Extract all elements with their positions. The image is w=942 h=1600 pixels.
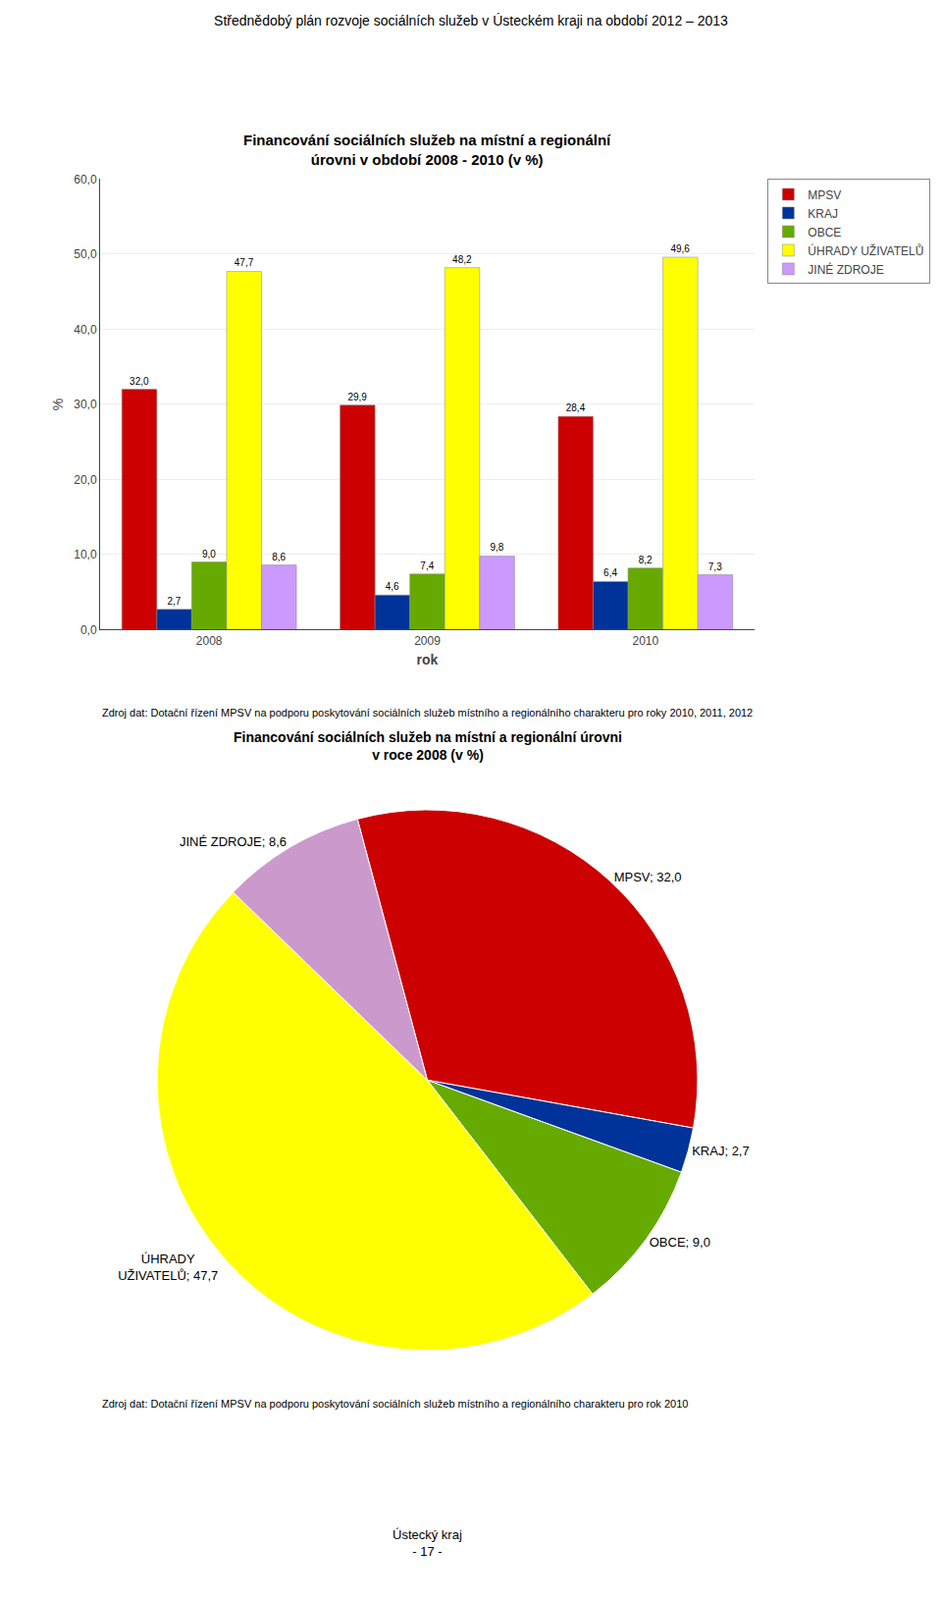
svg-text:30,0: 30,0 [73,397,98,412]
svg-text:KRAJ; 2,7: KRAJ; 2,7 [691,1143,750,1158]
svg-text:Střednědobý plán rozvoje sociá: Střednědobý plán rozvoje sociálních služ… [213,12,729,29]
svg-text:Financování sociálních služeb: Financování sociálních služeb na místní … [243,131,612,168]
svg-text:MPSV: MPSV [807,188,841,203]
svg-text:8,6: 8,6 [271,551,286,563]
svg-text:20,0: 20,0 [73,472,98,487]
svg-text:ÚHRADYUŽIVATELŮ; 47,7: ÚHRADYUŽIVATELŮ; 47,7 [117,1251,218,1283]
svg-text:2010: 2010 [631,633,659,648]
svg-text:2009: 2009 [414,633,441,648]
svg-text:60,0: 60,0 [73,172,98,187]
svg-text:JINÉ ZDROJE; 8,6: JINÉ ZDROJE; 8,6 [179,834,287,849]
svg-text:MPSV; 32,0: MPSV; 32,0 [614,869,682,885]
svg-text:9,8: 9,8 [489,541,504,553]
svg-text:Zdroj dat: Dotační řízení MPSV: Zdroj dat: Dotační řízení MPSV na podpor… [102,706,753,719]
svg-text:Ústecký kraj- 17 -: Ústecký kraj- 17 - [392,1526,463,1559]
svg-text:49,6: 49,6 [670,243,690,255]
svg-text:OBCE: OBCE [807,225,841,240]
svg-text:32,0: 32,0 [129,375,150,387]
svg-text:8,2: 8,2 [638,554,653,566]
svg-text:%: % [50,398,66,411]
svg-text:7,3: 7,3 [708,561,723,573]
svg-text:4,6: 4,6 [385,580,400,592]
svg-text:28,4: 28,4 [566,402,586,414]
svg-text:Zdroj dat: Dotační řízení MPSV: Zdroj dat: Dotační řízení MPSV na podpor… [102,1397,688,1410]
svg-text:50,0: 50,0 [73,247,98,262]
svg-text:JINÉ ZDROJE: JINÉ ZDROJE [807,261,884,277]
svg-text:47,7: 47,7 [234,257,255,268]
svg-text:9,0: 9,0 [202,548,216,560]
svg-text:29,9: 29,9 [347,391,367,403]
svg-text:ÚHRADY UŽIVATELŮ: ÚHRADY UŽIVATELŮ [807,243,924,259]
svg-text:0,0: 0,0 [80,623,98,637]
svg-text:40,0: 40,0 [73,322,98,337]
svg-text:Financování sociálních služeb: Financování sociálních služeb na místní … [233,729,623,763]
svg-text:OBCE; 9,0: OBCE; 9,0 [649,1234,711,1250]
svg-text:rok: rok [417,651,439,668]
svg-text:2008: 2008 [196,633,223,648]
svg-text:2,7: 2,7 [166,595,181,607]
svg-text:10,0: 10,0 [73,547,98,562]
svg-text:48,2: 48,2 [452,254,472,265]
svg-text:KRAJ: KRAJ [807,207,838,221]
svg-text:6,4: 6,4 [603,567,618,578]
svg-text:7,4: 7,4 [419,560,434,572]
